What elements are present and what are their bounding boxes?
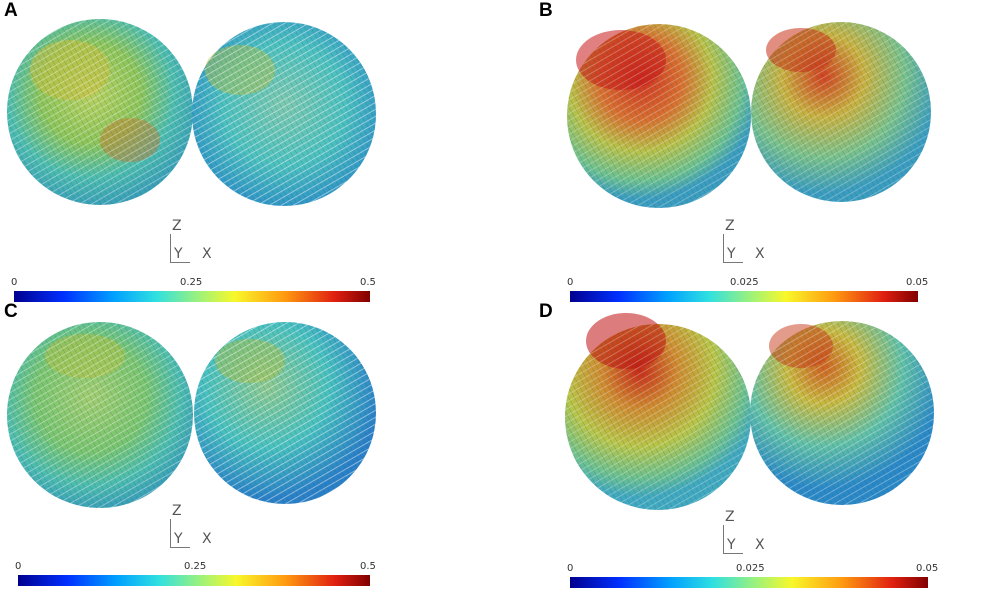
colorbar-max: 0.05 <box>916 563 939 574</box>
colorbar-min: 0 <box>567 277 574 288</box>
sphere-pair-b <box>567 22 931 208</box>
colorbar: 0 0.025 0.05 <box>567 563 938 589</box>
axis-y-label: Y <box>174 531 183 547</box>
axis-y-label: Y <box>174 246 183 262</box>
colorbar-gradient <box>570 291 918 302</box>
colorbar-gradient <box>14 291 370 302</box>
axis-y-label: Y <box>727 537 736 553</box>
panel-c: C Z Y X 0 0.25 0.5 <box>0 301 501 602</box>
axis-triad: Z Y X <box>168 218 228 268</box>
sphere-pair-c <box>7 322 376 508</box>
colorbar-min: 0 <box>11 277 18 288</box>
colorbar: 0 0.25 0.5 <box>11 277 376 303</box>
panel-a: A Z Y X 0 0.25 0.5 <box>0 0 501 303</box>
axis-x-label: X <box>202 246 212 262</box>
axis-x-label: X <box>202 531 212 547</box>
axis-z-label: Z <box>725 218 735 234</box>
colorbar-mid: 0.25 <box>184 561 207 572</box>
axis-triad: Z Y X <box>721 509 781 559</box>
sphere-pair-a <box>7 19 376 206</box>
colorbar-gradient <box>18 575 370 586</box>
axis-z-label: Z <box>172 503 182 519</box>
panel-b: B Z Y X 0 0.025 0.05 <box>501 0 1002 303</box>
panel-d: D Z Y X 0 0.025 0.05 <box>501 301 1002 602</box>
axis-z-label: Z <box>172 218 182 234</box>
axis-x-label: X <box>755 537 765 553</box>
colorbar-max: 0.5 <box>360 277 376 288</box>
axis-x-label: X <box>755 246 765 262</box>
sphere-pair-d <box>565 313 934 510</box>
axis-triad: Z Y X <box>168 503 228 553</box>
panel-label: C <box>4 301 18 322</box>
colorbar: 0 0.25 0.5 <box>15 561 376 587</box>
axis-z-label: Z <box>725 509 735 525</box>
panel-label: B <box>539 0 553 21</box>
colorbar-gradient <box>570 577 928 588</box>
axis-y-label: Y <box>727 246 736 262</box>
colorbar-mid: 0.025 <box>736 563 765 574</box>
colorbar-mid: 0.025 <box>730 277 759 288</box>
colorbar-max: 0.05 <box>906 277 929 288</box>
colorbar-mid: 0.25 <box>180 277 203 288</box>
panel-label: D <box>539 301 553 322</box>
axis-triad: Z Y X <box>721 218 781 268</box>
colorbar-max: 0.5 <box>360 561 376 572</box>
colorbar-min: 0 <box>567 563 574 574</box>
colorbar-min: 0 <box>15 561 22 572</box>
colorbar: 0 0.025 0.05 <box>567 277 928 303</box>
panel-label: A <box>4 0 18 21</box>
